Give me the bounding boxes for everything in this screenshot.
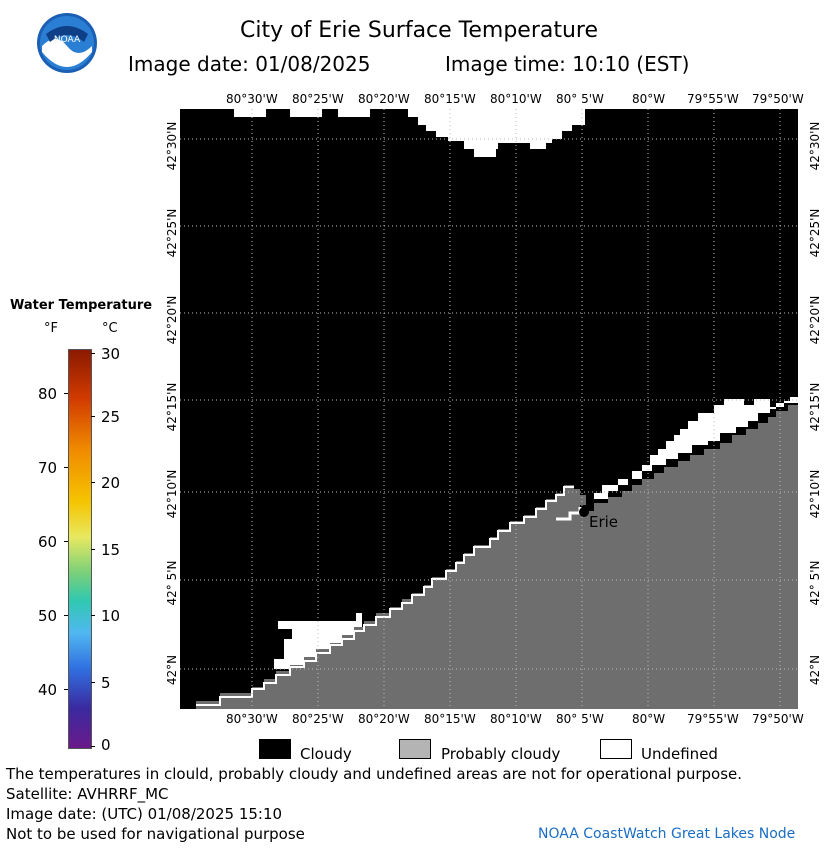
lat-label: 42° 5'N <box>808 560 822 606</box>
credit-link[interactable]: NOAA CoastWatch Great Lakes Node <box>538 826 796 842</box>
c-tick-label: 25 <box>101 408 121 426</box>
navigation-warning-text: Not to be used for navigational purpose <box>6 825 305 843</box>
lon-label: 80°20'W <box>358 92 410 106</box>
lon-label: 80°25'W <box>292 712 344 726</box>
f-tick-label: 40 <box>38 681 58 699</box>
f-tick-label: 50 <box>38 607 58 625</box>
utc-date-text: Image date: (UTC) 01/08/2025 15:10 <box>6 805 283 823</box>
c-tick-label: 30 <box>101 345 121 363</box>
lat-label: 42°25'N <box>165 208 179 258</box>
erie-marker[interactable] <box>579 507 589 517</box>
lon-label: 80°10'W <box>490 712 542 726</box>
map-canvas <box>180 109 798 709</box>
f-tick-label: 60 <box>38 533 58 551</box>
lon-label: 80°W <box>632 712 666 726</box>
lon-label: 80°30'W <box>226 92 278 106</box>
image-date-label: Image date: 01/08/2025 <box>128 52 371 76</box>
legend-label-cloudy: Cloudy <box>300 745 352 763</box>
lon-label: 79°50'W <box>752 712 804 726</box>
lon-label: 80°15'W <box>424 712 476 726</box>
legend-label-probably-cloudy: Probably cloudy <box>441 745 561 763</box>
c-tick-label: 15 <box>101 541 121 559</box>
unit-celsius: °C <box>102 321 118 336</box>
graticule <box>180 109 798 709</box>
c-tick-label: 0 <box>101 736 111 754</box>
lon-label: 80° 5'W <box>556 92 604 106</box>
satellite-text: Satellite: AVHRRF_MC <box>6 785 169 803</box>
lon-label: 80°20'W <box>358 712 410 726</box>
f-tick-label: 70 <box>38 459 58 477</box>
lon-label: 80° 5'W <box>556 712 604 726</box>
lon-label: 80°15'W <box>424 92 476 106</box>
f-tick-label: 80 <box>38 385 58 403</box>
lat-label: 42°25'N <box>808 208 822 258</box>
lon-label: 79°55'W <box>687 92 739 106</box>
lat-label: 42°30'N <box>808 121 822 171</box>
lat-label: 42°N <box>808 654 822 686</box>
city-label: Erie <box>589 513 619 531</box>
page-title: City of Erie Surface Temperature <box>239 18 599 43</box>
svg-text:NOAA: NOAA <box>54 35 81 45</box>
lon-label: 80°W <box>632 92 666 106</box>
c-tick-label: 20 <box>101 474 121 492</box>
lat-label: 42°20'N <box>808 295 822 345</box>
lat-label: 42°20'N <box>165 295 179 345</box>
colorbar <box>68 349 92 749</box>
lon-label: 79°50'W <box>752 92 804 106</box>
noaa-logo-icon: NOAA <box>36 12 98 74</box>
lon-label: 80°30'W <box>226 712 278 726</box>
undefined-region-top <box>234 109 585 157</box>
c-tick-label: 10 <box>101 607 121 625</box>
lat-label: 42°10'N <box>808 469 822 519</box>
lat-label: 42°N <box>165 654 179 686</box>
lon-label: 79°55'W <box>687 712 739 726</box>
legend-label-undefined: Undefined <box>641 745 718 763</box>
unit-fahrenheit: °F <box>44 321 58 336</box>
colorbar-title: Water Temperature <box>10 298 153 313</box>
lat-label: 42°15'N <box>808 382 822 432</box>
shoreline <box>196 486 574 706</box>
c-tick-label: 5 <box>101 674 111 692</box>
lon-label: 80°10'W <box>490 92 542 106</box>
lat-label: 42°30'N <box>165 121 179 171</box>
image-time-label: Image time: 10:10 (EST) <box>445 52 690 76</box>
lat-label: 42°10'N <box>165 469 179 519</box>
lat-label: 42° 5'N <box>165 560 179 606</box>
lat-label: 42°15'N <box>165 382 179 432</box>
lon-label: 80°25'W <box>292 92 344 106</box>
legend-swatch-cloudy <box>259 739 291 759</box>
disclaimer-text: The temperatures in clould, probably clo… <box>6 765 743 783</box>
legend-swatch-undefined <box>600 739 632 759</box>
map-panel[interactable] <box>180 109 798 709</box>
legend-swatch-probably-cloudy <box>399 739 431 759</box>
